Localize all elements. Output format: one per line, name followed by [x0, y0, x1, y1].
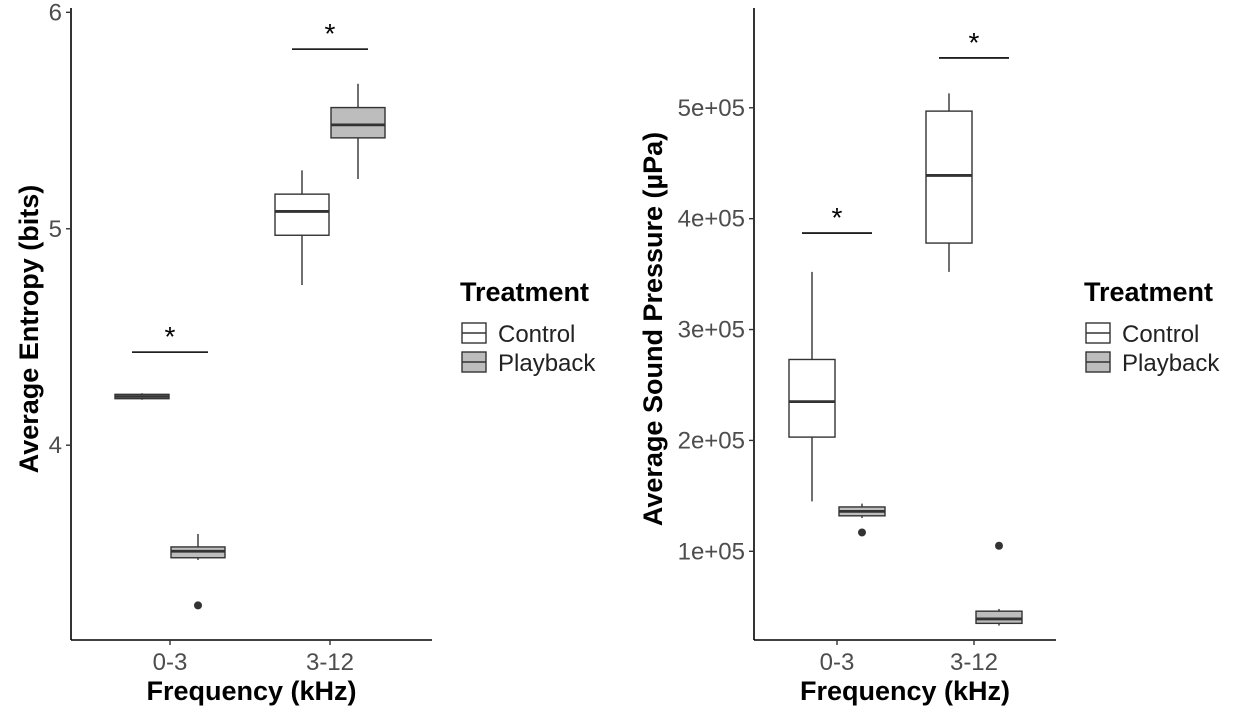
chart-panel-2: 1e+05 2e+05 3e+05 4e+05 5e+05 0-3 3-12 * * Freque…	[638, 8, 1220, 706]
outlier-point	[858, 528, 866, 537]
y-tick-label: 4	[49, 432, 62, 459]
box-iqr	[975, 610, 1023, 625]
x-tick-label: 0-3	[153, 649, 188, 676]
x-tick-label: 0-3	[820, 649, 855, 676]
significance-star: *	[165, 321, 176, 352]
box-control-3-12	[925, 93, 973, 272]
outlier-point	[194, 601, 202, 610]
legend-label-playback: Playback	[498, 350, 596, 377]
x-tick-label: 3-12	[306, 649, 354, 676]
outlier-point	[995, 541, 1003, 550]
legend-title: Treatment	[460, 277, 589, 307]
significance-star: *	[969, 27, 980, 58]
box-iqr	[274, 193, 330, 236]
box-iqr	[925, 110, 973, 244]
box-control-0-3	[114, 393, 170, 400]
x-tick-label: 3-12	[950, 649, 998, 676]
box-control-3-12	[274, 170, 330, 286]
x-axis-title: Frequency (kHz)	[800, 676, 1010, 706]
legend-title: Treatment	[1084, 277, 1213, 307]
box-playback-3-12	[975, 541, 1023, 626]
significance-star: *	[325, 18, 336, 49]
y-tick-label: 2e+05	[678, 427, 745, 454]
y-tick-label: 3e+05	[678, 317, 745, 344]
y-tick-label: 4e+05	[678, 206, 745, 233]
legend-label-control: Control	[498, 321, 575, 348]
legend-label-playback: Playback	[1122, 350, 1220, 377]
y-tick-label: 1e+05	[678, 538, 745, 565]
x-axis-title: Frequency (kHz)	[146, 676, 356, 706]
box-iqr	[330, 106, 386, 139]
y-axis-title: Average Sound Pressure (µPa)	[638, 132, 668, 526]
y-tick-label: 6	[49, 0, 62, 26]
box-control-0-3	[788, 271, 836, 502]
box-iqr	[788, 358, 836, 438]
box-playback-0-3	[838, 503, 886, 537]
y-tick-label: 5e+05	[678, 95, 745, 122]
box-playback-0-3	[170, 533, 226, 610]
y-tick-label: 5	[49, 216, 62, 243]
chart-panel-1: 4 5 6 0-3 3-12 * * Frequency (kHz) Average Entro…	[14, 0, 596, 706]
box-playback-3-12	[330, 83, 386, 179]
significance-star: *	[832, 202, 843, 233]
y-axis-title: Average Entropy (bits)	[14, 185, 44, 474]
legend-label-control: Control	[1122, 321, 1199, 348]
